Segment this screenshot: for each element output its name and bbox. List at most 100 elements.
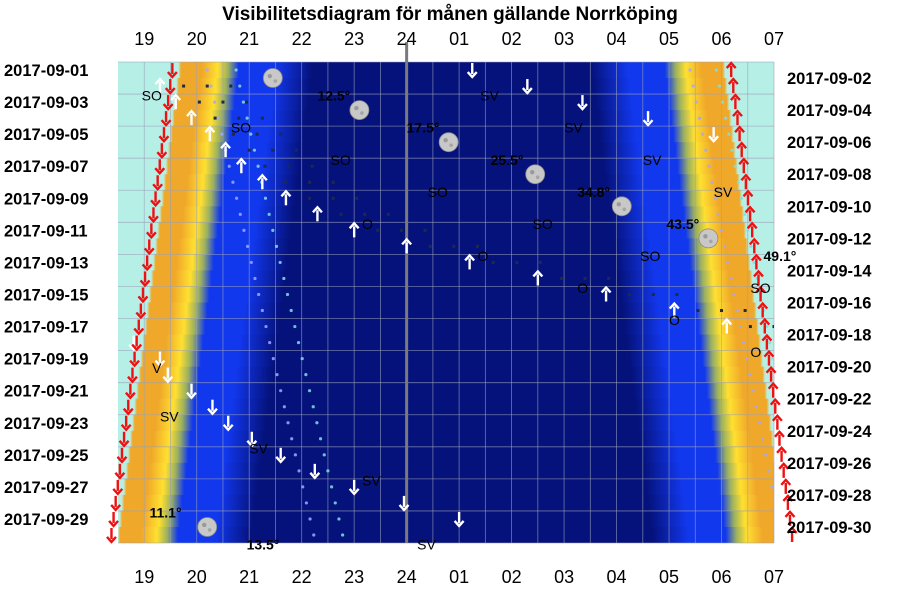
moon-track-dot (741, 340, 746, 345)
moonrise-arrow (312, 205, 323, 222)
x-tick-top: 24 (397, 29, 417, 49)
moon-track-dot (279, 132, 283, 136)
moon-track-dot (312, 533, 316, 537)
moon-track-dot (475, 244, 479, 248)
date-label-left: 2017-09-19 (4, 351, 88, 369)
sunrise-arrow (780, 478, 792, 494)
moon-track-dot (260, 116, 264, 120)
moon-track-dot (271, 228, 275, 232)
x-tick-bottom: 19 (134, 567, 154, 587)
moon-track-dot (754, 405, 758, 409)
sunrise-arrow (784, 510, 796, 526)
moonrise-arrow (204, 125, 216, 142)
sunrise-arrow (761, 333, 773, 350)
date-label-right: 2017-09-12 (787, 230, 871, 248)
moon-phase-icon (349, 100, 370, 120)
sunset-arrow (131, 335, 143, 352)
date-label-right: 2017-09-04 (787, 102, 872, 120)
moon-track-dot (231, 180, 235, 184)
moonrise-arrow (235, 157, 247, 174)
x-axis-bottom: 19 20 21 22 23 24 01 02 03 04 05 06 07 (134, 567, 784, 587)
moonset-arrow (642, 111, 654, 127)
moon-track-dot (333, 501, 337, 505)
day-band (118, 302, 774, 320)
moon-track-dot (723, 244, 727, 248)
moon-track-dot (399, 228, 403, 232)
moon-track-dot (767, 469, 771, 473)
sunset-arrow (160, 111, 172, 127)
moon-track-dot (339, 212, 343, 216)
moon-track-dot (738, 324, 743, 329)
sunset-arrow (106, 527, 117, 544)
moon-track-dot (285, 292, 290, 297)
moon-track-dot (538, 260, 542, 264)
x-tick-top: 01 (449, 29, 469, 49)
altitude-label: 49.1° (764, 248, 797, 264)
sunrise-arrow (725, 61, 737, 78)
moon-track-dot (691, 84, 695, 88)
sunset-arrow (137, 287, 149, 304)
sunrise-arrow (769, 397, 781, 414)
moon-track-dot (423, 228, 427, 232)
x-tick-top: 02 (502, 29, 522, 49)
moon-track-dot (745, 357, 749, 361)
moonset-arrow (521, 79, 533, 95)
moon-track-dot (376, 228, 380, 232)
moon-track-dot (310, 164, 314, 168)
direction-label: SO (231, 120, 251, 136)
moon-track-dot (242, 228, 246, 232)
sunrise-arrow (757, 301, 769, 318)
annotation-labels: 12.5° 17.5° 25.5° 34.8° 43.5° 49.1° 11.1° 13.5°… (142, 88, 797, 553)
sunrise-arrow (782, 494, 794, 510)
x-tick-top: 22 (292, 29, 312, 49)
sunset-arrow (152, 175, 164, 192)
moonrise-arrow (256, 173, 268, 190)
x-tick-bottom: 06 (712, 567, 732, 587)
x-tick-bottom: 05 (659, 567, 679, 587)
moon-track-dot (287, 164, 291, 168)
direction-label: SO (142, 88, 162, 104)
sunrise-arrow (778, 462, 790, 478)
day-band (118, 510, 774, 528)
direction-label: SO (331, 152, 351, 168)
date-label-left: 2017-09-25 (4, 447, 88, 465)
chart-title: Visibilitetsdiagram för månen gällande N… (222, 4, 678, 25)
moon-track-dot (559, 276, 563, 280)
moon-track-dot (271, 148, 275, 152)
moon-track-dot (263, 164, 267, 168)
moon-track-dot (774, 373, 777, 376)
moon-track-dot (304, 373, 308, 377)
sunrise-arrow (738, 157, 750, 174)
day-band (118, 430, 774, 448)
x-tick-bottom: 02 (502, 567, 522, 587)
day-band (118, 446, 774, 464)
moonset-arrow (222, 415, 234, 432)
date-label-right: 2017-09-14 (787, 262, 872, 280)
moon-track-dot (675, 292, 679, 296)
moon-track-dot (212, 100, 217, 104)
moonset-arrow (466, 63, 478, 79)
moon-track-dot (268, 340, 272, 345)
sunset-arrow (114, 463, 126, 480)
day-band (118, 334, 774, 352)
moon-track-dot (246, 244, 250, 248)
day-band (118, 110, 774, 127)
altitude-label: 17.5° (407, 120, 440, 136)
x-tick-bottom: 20 (187, 567, 207, 587)
date-label-right: 2017-09-10 (787, 198, 871, 216)
moon-track-dot (772, 325, 774, 329)
day-band (118, 526, 774, 543)
moon-track-dot (341, 533, 345, 537)
altitude-label: 34.8° (577, 184, 610, 200)
sunrise-arrow (727, 77, 739, 94)
date-label-right: 2017-09-20 (787, 359, 871, 377)
day-band (118, 382, 774, 400)
grid-lines (118, 42, 775, 544)
x-tick-bottom: 01 (449, 567, 469, 587)
moon-track-dot (231, 132, 235, 136)
y-axis-right-dates: 2017-09-02 2017-09-04 2017-09-06 2017-09-08… (787, 70, 872, 537)
sunrise-arrow (755, 285, 766, 302)
moon-track-dot (729, 276, 733, 281)
moon-track-dot (256, 164, 260, 168)
